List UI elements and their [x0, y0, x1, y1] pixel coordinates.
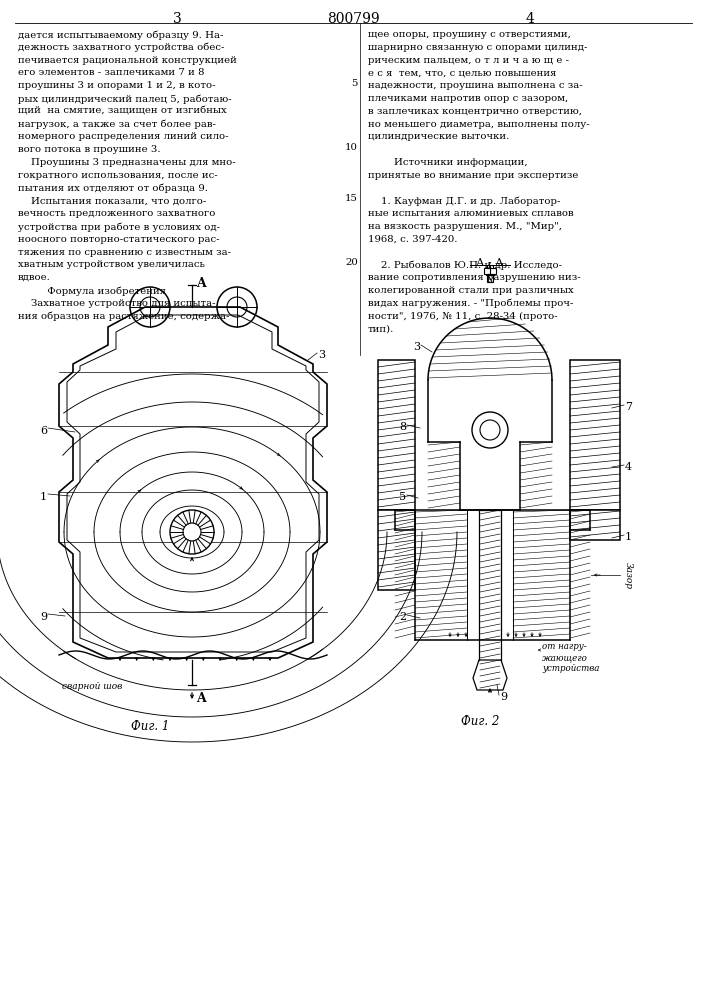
Text: 4: 4 — [625, 462, 632, 472]
Text: 3: 3 — [413, 342, 420, 352]
Text: ния образцов на растяжение, содержа-: ния образцов на растяжение, содержа- — [18, 312, 229, 321]
Text: 20: 20 — [345, 258, 358, 267]
Text: цилиндрические выточки.: цилиндрические выточки. — [368, 132, 509, 141]
Text: 9: 9 — [40, 612, 47, 622]
Text: колегированной стали при различных: колегированной стали при различных — [368, 286, 574, 295]
Text: 4: 4 — [525, 12, 534, 26]
Text: дежность захватного устройства обес-: дежность захватного устройства обес- — [18, 43, 224, 52]
Text: 800799: 800799 — [327, 12, 380, 26]
Text: Испытания показали, что долго-: Испытания показали, что долго- — [18, 196, 206, 205]
Text: Проушины 3 предназначены для мно-: Проушины 3 предназначены для мно- — [18, 158, 235, 167]
Text: ности", 1976, № 11, с. 28-34 (прото-: ности", 1976, № 11, с. 28-34 (прото- — [368, 312, 558, 321]
Text: тяжения по сравнению с известным за-: тяжения по сравнению с известным за- — [18, 248, 231, 257]
Text: Зазор: Зазор — [624, 562, 633, 588]
Bar — [378, 510, 415, 590]
Text: рическим пальцем, о т л и ч а ю щ е -: рическим пальцем, о т л и ч а ю щ е - — [368, 56, 569, 65]
Text: принятые во внимание при экспертизе: принятые во внимание при экспертизе — [368, 171, 578, 180]
Text: е с я  тем, что, с целью повышения: е с я тем, что, с целью повышения — [368, 68, 556, 77]
Text: на вязкость разрушения. М., "Мир",: на вязкость разрушения. М., "Мир", — [368, 222, 562, 231]
Text: 5: 5 — [399, 492, 406, 502]
Text: 2. Рыбовалов Ю.П. и др. Исследо-: 2. Рыбовалов Ю.П. и др. Исследо- — [368, 260, 562, 270]
Text: A: A — [196, 277, 206, 290]
Text: в заплечиках концентрично отверстию,: в заплечиках концентрично отверстию, — [368, 107, 582, 116]
Text: жающего: жающего — [542, 653, 588, 662]
Text: его элементов - заплечиками 7 и 8: его элементов - заплечиками 7 и 8 — [18, 68, 204, 77]
Text: 3: 3 — [173, 12, 182, 26]
Text: 10: 10 — [345, 143, 358, 152]
Text: тип).: тип). — [368, 324, 395, 333]
Circle shape — [472, 412, 508, 448]
Text: надежности, проушина выполнена с за-: надежности, проушина выполнена с за- — [368, 81, 583, 90]
Text: проушины 3 и опорами 1 и 2, в кото-: проушины 3 и опорами 1 и 2, в кото- — [18, 81, 216, 90]
Text: вого потока в проушине 3.: вого потока в проушине 3. — [18, 145, 160, 154]
Text: но меньшего диаметра, выполнены полу-: но меньшего диаметра, выполнены полу- — [368, 120, 590, 129]
Text: Формула изобретения: Формула изобретения — [18, 286, 166, 296]
Text: 1. Кауфман Д.Г. и др. Лаборатор-: 1. Кауфман Д.Г. и др. Лаборатор- — [368, 196, 561, 206]
Text: устройства при работе в условиях од-: устройства при работе в условиях од- — [18, 222, 220, 232]
Text: щий  на смятие, защищен от изгибных: щий на смятие, защищен от изгибных — [18, 107, 227, 116]
Text: Захватное устройство для испыта-: Захватное устройство для испыта- — [18, 299, 216, 308]
Bar — [487, 274, 493, 282]
Text: 1: 1 — [625, 532, 632, 542]
Text: хватным устройством увеличилась: хватным устройством увеличилась — [18, 260, 205, 269]
Text: номерного распределения линий сило-: номерного распределения линий сило- — [18, 132, 228, 141]
Text: 3: 3 — [318, 350, 325, 360]
Bar — [487, 265, 493, 268]
Text: 5: 5 — [351, 79, 358, 88]
Text: 8: 8 — [399, 422, 406, 432]
Text: 15: 15 — [345, 194, 358, 203]
Text: рых цилиндрический палец 5, работаю-: рых цилиндрический палец 5, работаю- — [18, 94, 232, 104]
Text: вдвое.: вдвое. — [18, 273, 51, 282]
Text: гократного использования, после ис-: гократного использования, после ис- — [18, 171, 218, 180]
Text: Источники информации,: Источники информации, — [368, 158, 527, 167]
Text: сварной шов: сварной шов — [62, 682, 122, 691]
Bar — [570, 510, 620, 540]
Text: Фиг. 1: Фиг. 1 — [131, 720, 169, 733]
Text: А - А: А - А — [477, 258, 504, 268]
Text: шарнирно связанную с опорами цилинд-: шарнирно связанную с опорами цилинд- — [368, 43, 588, 52]
Bar — [570, 360, 620, 510]
Circle shape — [170, 510, 214, 554]
Text: пытания их отделяют от образца 9.: пытания их отделяют от образца 9. — [18, 184, 208, 193]
Text: нагрузок, а также за счет более рав-: нагрузок, а также за счет более рав- — [18, 120, 216, 129]
Text: 1968, с. 397-420.: 1968, с. 397-420. — [368, 235, 457, 244]
Text: устройства: устройства — [542, 664, 600, 673]
Text: щее опоры, проушину с отверстиями,: щее опоры, проушину с отверстиями, — [368, 30, 571, 39]
Text: 6: 6 — [40, 426, 47, 436]
Text: 7: 7 — [625, 402, 632, 412]
Text: 2: 2 — [399, 612, 406, 622]
Text: плечиками напротив опор с зазором,: плечиками напротив опор с зазором, — [368, 94, 568, 103]
Text: видах нагружения. - "Проблемы проч-: видах нагружения. - "Проблемы проч- — [368, 299, 573, 308]
Text: вечность предложенного захватного: вечность предложенного захватного — [18, 209, 216, 218]
Bar — [378, 360, 415, 510]
Text: 9: 9 — [500, 692, 507, 702]
Text: дается испытываемому образцу 9. На-: дается испытываемому образцу 9. На- — [18, 30, 223, 39]
Text: печивается рациональной конструкцией: печивается рациональной конструкцией — [18, 56, 237, 65]
Text: от нагру-: от нагру- — [542, 642, 587, 651]
Text: ные испытания алюминиевых сплавов: ные испытания алюминиевых сплавов — [368, 209, 573, 218]
Text: 1: 1 — [40, 492, 47, 502]
Text: Фиг. 2: Фиг. 2 — [461, 715, 499, 728]
Text: ноосного повторно-статического рас-: ноосного повторно-статического рас- — [18, 235, 219, 244]
Bar — [484, 268, 496, 274]
Text: вание сопротивления разрушению низ-: вание сопротивления разрушению низ- — [368, 273, 580, 282]
Text: A: A — [196, 692, 206, 705]
